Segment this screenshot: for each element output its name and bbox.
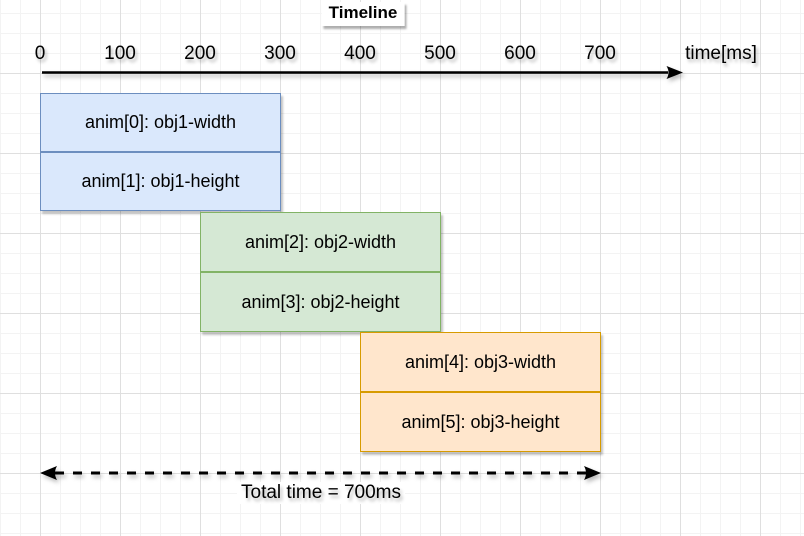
axis-tick-600: 600	[504, 43, 536, 64]
axis-tick-700: 700	[584, 43, 616, 64]
total-time-right-arrowhead-icon	[584, 466, 601, 480]
bar-anim2-obj2-width: anim[2]: obj2-width	[200, 212, 441, 272]
axis-unit-label: time[ms]	[685, 43, 757, 64]
bar-label: anim[5]: obj3-height	[401, 411, 560, 432]
bar-anim1-obj1-height: anim[1]: obj1-height	[40, 152, 281, 211]
bar-label: anim[1]: obj1-height	[81, 171, 240, 191]
total-time-label: Total time = 700ms	[237, 482, 405, 504]
bar-anim3-obj2-height: anim[3]: obj2-height	[200, 272, 441, 332]
axis-tick-400: 400	[344, 43, 376, 64]
bar-label: anim[3]: obj2-height	[241, 291, 400, 312]
bar-label: anim[4]: obj3-width	[404, 351, 557, 372]
bar-anim0-obj1-width: anim[0]: obj1-width	[40, 93, 281, 152]
time-axis-arrowhead-icon	[666, 66, 683, 79]
axis-tick-0: 0	[34, 43, 46, 64]
diagram-title: Timeline	[321, 2, 405, 26]
axis-tick-200: 200	[184, 43, 216, 64]
axis-tick-300: 300	[264, 43, 296, 64]
axis-tick-100: 100	[104, 43, 136, 64]
bar-label: anim[0]: obj1-width	[84, 112, 237, 132]
total-time-left-arrowhead-icon	[40, 466, 57, 480]
bar-anim5-obj3-height: anim[5]: obj3-height	[360, 392, 601, 452]
bar-label: anim[2]: obj2-width	[244, 231, 397, 252]
axis-tick-500: 500	[424, 43, 456, 64]
bar-anim4-obj3-width: anim[4]: obj3-width	[360, 332, 601, 392]
